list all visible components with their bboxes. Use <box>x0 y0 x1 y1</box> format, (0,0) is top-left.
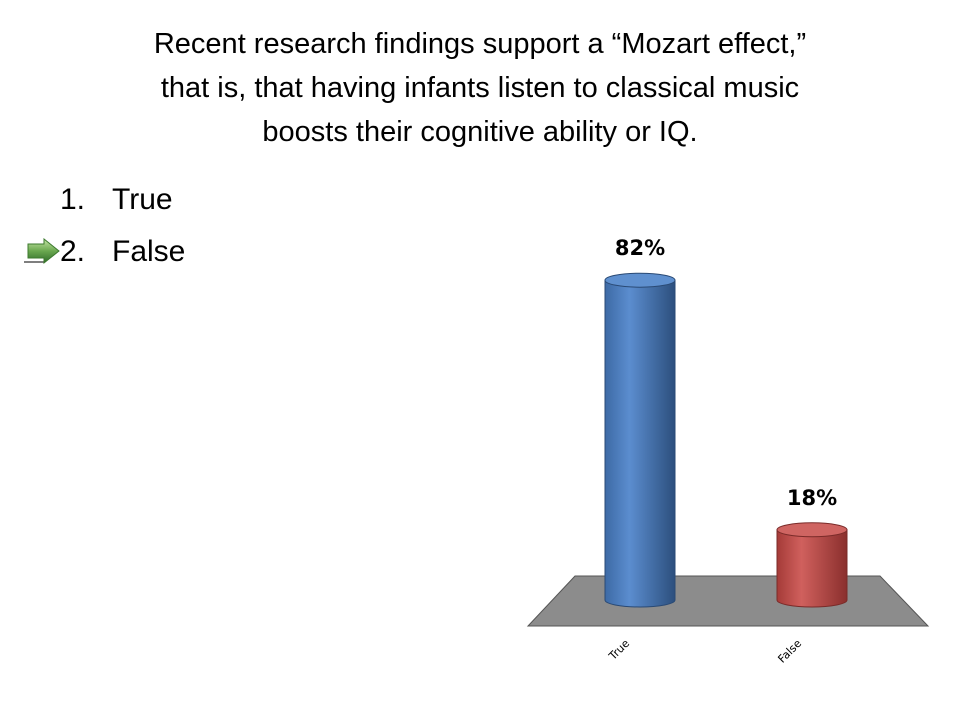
question-line: boosts their cognitive ability or IQ. <box>262 116 698 148</box>
question-line: Recent research findings support a “Moza… <box>153 28 807 60</box>
option-false: 2. False <box>24 226 186 278</box>
answer-options: 1. True 2. False <box>24 174 186 278</box>
bar-top <box>776 522 848 538</box>
bar-true <box>604 272 676 608</box>
option-label: True <box>112 183 173 216</box>
value-label: 18% <box>787 486 837 510</box>
question-text: Recent research findings support a “Moza… <box>80 22 880 154</box>
bars-layer <box>604 272 848 608</box>
chart-floor <box>526 575 930 627</box>
bar-top <box>604 272 676 288</box>
bar-false <box>776 522 848 608</box>
category-label: False <box>775 637 804 666</box>
option-number: 2. <box>60 235 86 268</box>
option-number: 1. <box>60 183 86 216</box>
option-true: 1. True <box>60 174 185 226</box>
bar-body <box>604 279 676 608</box>
bar-body <box>776 529 848 608</box>
category-label: True <box>606 637 633 664</box>
green-arrow-icon <box>24 238 60 265</box>
option-label: False <box>112 235 186 268</box>
value-label: 82% <box>615 236 665 260</box>
question-line: that is, that having infants listen to c… <box>160 72 800 104</box>
